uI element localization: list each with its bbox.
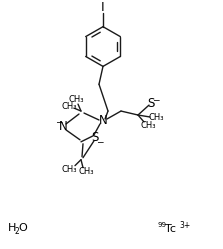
Text: −: − — [96, 137, 104, 146]
Text: CH₃: CH₃ — [148, 114, 164, 123]
Text: S: S — [91, 131, 99, 144]
Text: CH₃: CH₃ — [68, 95, 84, 104]
Text: −: − — [55, 118, 63, 126]
Text: N: N — [99, 115, 107, 127]
Text: Tc: Tc — [165, 224, 176, 234]
Text: CH₃: CH₃ — [140, 122, 156, 130]
Text: O: O — [18, 223, 27, 233]
Text: −: − — [152, 96, 160, 105]
Text: 2: 2 — [14, 227, 19, 236]
Text: CH₃: CH₃ — [61, 102, 77, 111]
Text: 99: 99 — [158, 222, 167, 228]
Text: S: S — [147, 97, 155, 110]
Text: CH₃: CH₃ — [61, 165, 77, 174]
Text: I: I — [101, 1, 105, 14]
Text: N: N — [59, 121, 67, 133]
Text: CH₃: CH₃ — [78, 167, 94, 176]
Text: H: H — [8, 223, 16, 233]
Text: 3+: 3+ — [179, 221, 190, 230]
